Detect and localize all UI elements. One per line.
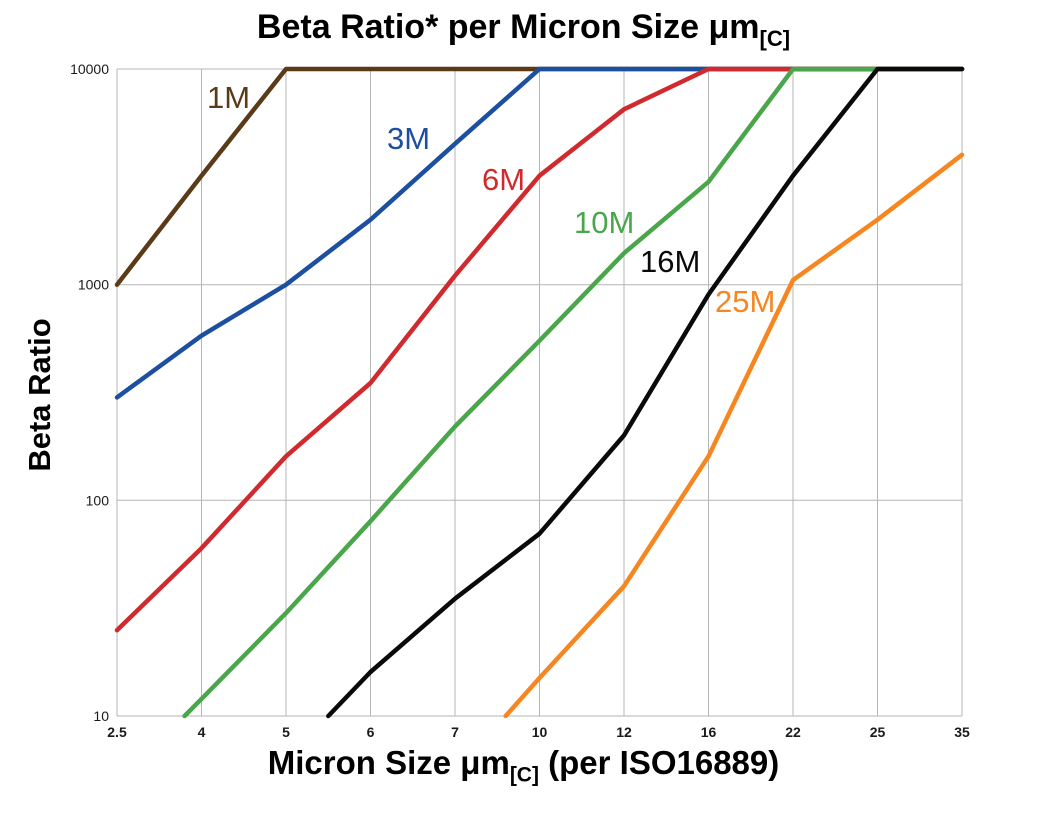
x-axis-label-post: (per ISO16889) [538,744,780,781]
x-axis-label: Micron Size μm[C] (per ISO16889) [0,744,1047,788]
x-tick-label: 22 [785,724,801,740]
x-tick-label: 5 [282,724,290,740]
x-tick-label: 6 [367,724,375,740]
series-label-10M: 10M [574,205,634,240]
series-label-1M: 1M [207,80,250,115]
chart-title-main: Beta Ratio* per Micron Size μm [256,8,760,46]
chart-title-subscript: [C] [759,25,791,51]
chart-title: Beta Ratio* per Micron Size μm[C] [0,8,1047,52]
series-line-10M [182,66,965,719]
y-tick-label: 1000 [78,277,109,293]
series-label-6M: 6M [482,162,525,197]
x-tick-label: 2.5 [107,724,127,740]
x-axis-label-pre: Micron Size μm [267,744,510,781]
x-tick-label: 12 [616,724,632,740]
x-tick-label: 10 [532,724,548,740]
x-tick-label: 35 [954,724,970,740]
series-line-16M [326,66,965,719]
series-line-25M [503,152,965,719]
x-tick-label: 25 [870,724,886,740]
x-tick-label: 7 [451,724,459,740]
x-axis-label-subscript: [C] [509,763,539,787]
x-tick-label: 16 [701,724,717,740]
series-label-25M: 25M [715,284,775,319]
series-label-16M: 16M [640,244,700,279]
y-tick-label: 100 [86,492,110,508]
y-tick-label: 10000 [70,61,109,77]
series-label-3M: 3M [387,121,430,156]
x-tick-label: 4 [198,724,206,740]
y-tick-label: 10 [93,708,109,724]
